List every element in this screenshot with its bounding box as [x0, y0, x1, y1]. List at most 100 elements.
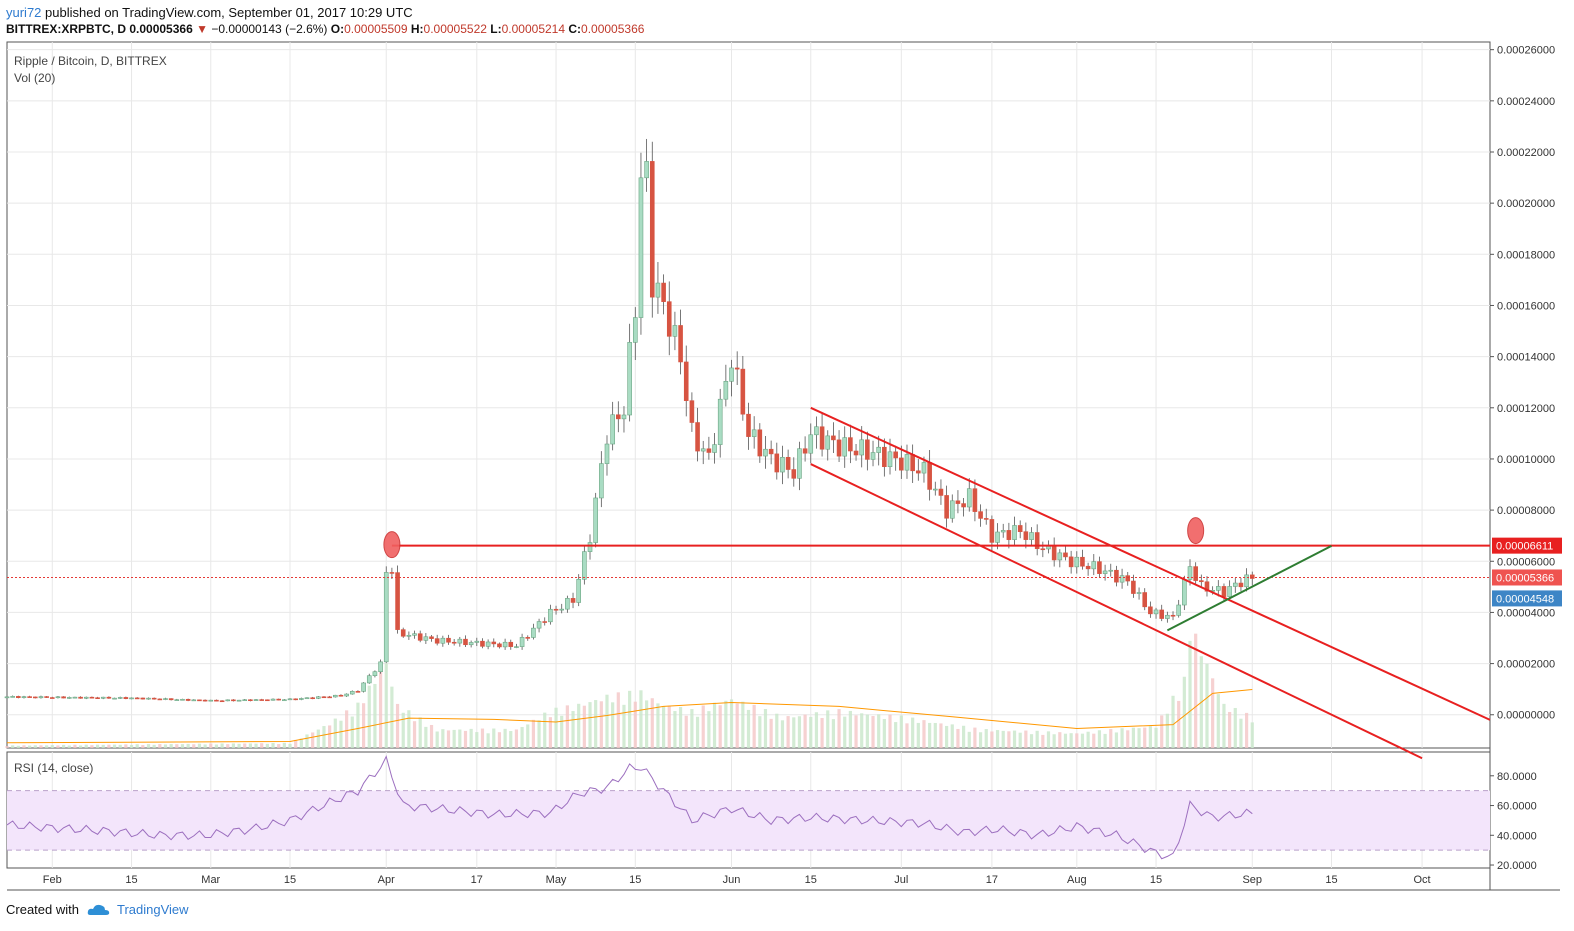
volume-bar	[945, 725, 949, 748]
volume-bar	[695, 716, 700, 748]
volume-bar	[412, 721, 417, 748]
candle-body	[1091, 561, 1097, 570]
candle-body	[270, 698, 276, 701]
open-value: 0.00005509	[344, 22, 408, 36]
candle-body	[66, 697, 72, 699]
volume-bar	[548, 717, 552, 748]
candle-body	[106, 696, 112, 699]
candle-body	[882, 446, 887, 467]
volume-bar	[628, 690, 632, 748]
candle-body	[1249, 574, 1255, 579]
volume-bar	[809, 716, 813, 748]
volume-bar	[1086, 731, 1090, 748]
candle-body	[95, 697, 100, 699]
candle-body	[1125, 575, 1131, 582]
volume-bar	[90, 745, 94, 748]
volume-bar	[741, 701, 745, 748]
y-tick-label: 0.00024000	[1497, 96, 1555, 108]
candle-body	[287, 698, 293, 701]
quote-header: BITTREX:XRPBTC, D 0.00005366 ▼ −0.000001…	[6, 22, 644, 36]
close-value: 0.00005366	[581, 22, 645, 36]
volume-bar	[107, 744, 111, 748]
candle-body	[649, 161, 655, 298]
volume-bar	[922, 720, 926, 748]
candle-body	[327, 696, 332, 699]
candle-body	[242, 699, 248, 702]
candle-body	[389, 572, 395, 574]
volume-bar	[1092, 733, 1096, 748]
candle-body	[1074, 556, 1080, 568]
volume-bar	[786, 716, 790, 748]
volume-bar	[1109, 729, 1113, 748]
volume-bar	[1143, 727, 1147, 748]
candle-body	[366, 675, 372, 684]
candle-body	[1182, 579, 1187, 606]
candle-body	[361, 682, 366, 692]
candle-body	[536, 621, 542, 629]
candle-body	[1023, 531, 1029, 540]
volume-bar	[933, 722, 937, 748]
candle-body	[899, 457, 904, 471]
tradingview-brand[interactable]: TradingView	[87, 902, 189, 917]
volume-bar	[1029, 734, 1034, 748]
volume-bar	[803, 714, 807, 748]
publish-header: yuri72 published on TradingView.com, Sep…	[6, 5, 413, 20]
volume-bar	[373, 683, 377, 748]
volume-bar	[973, 727, 977, 748]
candle-body	[4, 696, 10, 699]
candle-body	[112, 697, 117, 700]
candle-body	[1029, 532, 1034, 540]
candle-body	[157, 698, 163, 701]
last-price: 0.00005366	[129, 22, 193, 36]
candle-body	[259, 699, 265, 701]
rsi-tick-label: 80.0000	[1497, 771, 1537, 783]
volume-bar	[197, 743, 202, 748]
volume-bar	[860, 713, 864, 748]
low-value: 0.00005214	[501, 22, 566, 36]
volume-bar	[1012, 730, 1017, 748]
volume-bar	[407, 710, 411, 748]
candle-body	[723, 381, 729, 400]
candle-body	[1131, 580, 1136, 594]
rsi-tick-label: 20.0000	[1497, 860, 1537, 872]
y-tick-label: 0.00004000	[1497, 607, 1555, 619]
volume-bar	[231, 743, 236, 748]
volume-bar	[33, 745, 37, 748]
candle-body	[293, 698, 298, 701]
candle-body	[1136, 592, 1142, 594]
volume-bar	[163, 744, 168, 748]
candle-body	[706, 448, 712, 453]
volume-bar	[984, 729, 988, 748]
volume-bar	[1035, 730, 1039, 748]
candle-body	[282, 699, 287, 702]
candle-body	[83, 696, 89, 699]
volume-bar	[1131, 727, 1136, 748]
candle-body	[1040, 548, 1046, 551]
candle-body	[797, 448, 802, 479]
candle-body	[451, 641, 457, 644]
volume-bar	[384, 663, 388, 748]
candle-body	[55, 696, 61, 699]
volume-bar	[661, 706, 666, 748]
candle-body	[197, 699, 202, 702]
y-tick-label: 0.00014000	[1497, 352, 1555, 364]
candle-body	[542, 621, 548, 623]
chart-title: Ripple / Bitcoin, D, BITTREX	[14, 54, 167, 68]
volume-ma-line	[6, 689, 1253, 744]
author-link[interactable]: yuri72	[6, 5, 42, 20]
volume-bar	[401, 712, 405, 748]
volume-bar	[1177, 700, 1181, 748]
candle-body	[265, 699, 270, 702]
candle-body	[1238, 582, 1244, 588]
candle-body	[734, 367, 740, 370]
volume-bar	[220, 743, 224, 748]
volume-bar	[939, 723, 943, 748]
volume-bar	[282, 742, 286, 748]
candle-body	[791, 469, 797, 479]
candle-body	[553, 608, 559, 611]
candle-body	[1012, 525, 1017, 540]
candle-body	[72, 696, 78, 699]
candle-body	[1232, 582, 1238, 587]
y-tick-label: 0.00008000	[1497, 505, 1555, 517]
